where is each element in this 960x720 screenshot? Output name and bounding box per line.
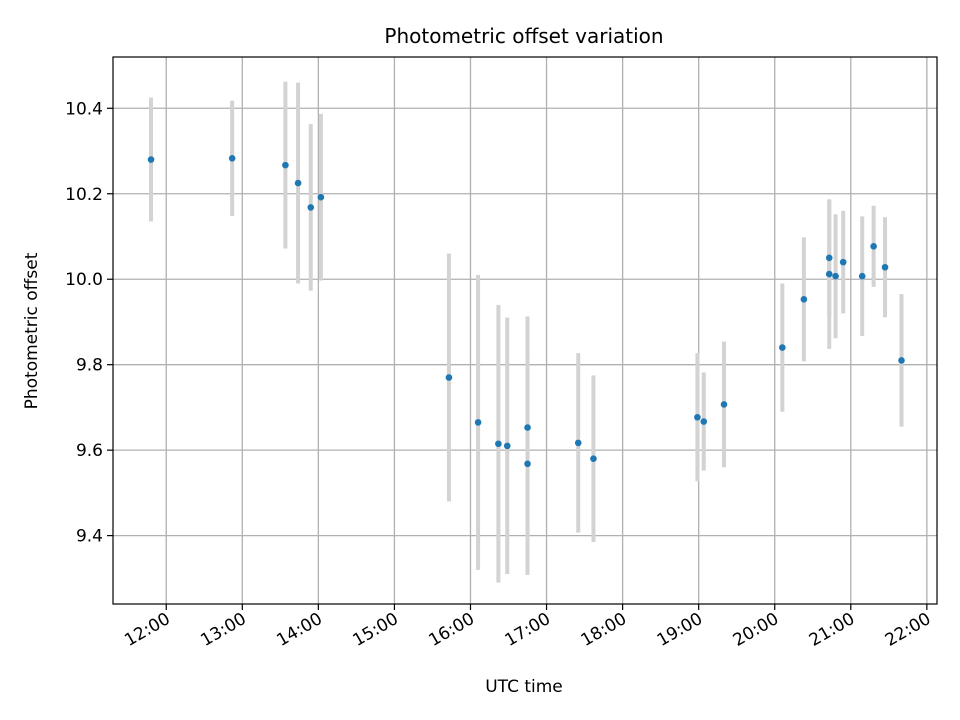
- data-point: [495, 440, 502, 448]
- x-axis-label: UTC time: [485, 677, 563, 697]
- x-tick-label: 12:00: [121, 609, 173, 651]
- y-tick-label: 10.0: [65, 270, 103, 290]
- y-tick-label: 9.6: [76, 441, 103, 461]
- data-point: [881, 263, 889, 271]
- plot-area-frame: [112, 56, 938, 605]
- error-bars: [149, 81, 904, 583]
- y-tick-label: 9.8: [76, 356, 103, 376]
- data-point: [307, 204, 315, 211]
- x-tick-label: 19:00: [654, 609, 706, 651]
- data-point: [445, 374, 453, 381]
- y-tick-label: 9.4: [76, 527, 103, 547]
- y-tick-label: 10.4: [65, 99, 103, 119]
- data-point: [574, 439, 582, 447]
- data-point: [832, 272, 839, 280]
- data-point: [720, 401, 728, 408]
- data-point: [147, 156, 155, 163]
- x-tick-label: 13:00: [197, 609, 249, 651]
- chart-title: Photometric offset variation: [384, 24, 663, 48]
- x-tick-label: 21:00: [806, 609, 858, 651]
- data-point: [282, 161, 289, 169]
- data-point: [800, 296, 808, 303]
- x-tick-label: 14:00: [273, 609, 325, 651]
- data-point: [524, 460, 531, 468]
- x-tick-label: 16:00: [426, 609, 478, 651]
- x-axis-ticks: 12:00 13:00 14:00 15:00 16:00 17:00 18:00 19:00…: [121, 604, 934, 651]
- x-tick-label: 22:00: [882, 609, 934, 651]
- data-point: [694, 413, 701, 421]
- data-point: [779, 344, 786, 351]
- data-point: [898, 357, 905, 364]
- data-point: [870, 243, 877, 250]
- data-points: [147, 154, 905, 468]
- data-point: [825, 254, 833, 262]
- data-point: [474, 419, 482, 426]
- x-tick-label: 18:00: [578, 609, 630, 651]
- data-point: [858, 272, 866, 280]
- data-point: [317, 193, 325, 201]
- y-axis-ticks: 9.4 9.6 9.8 10.0 10.2 10.4: [65, 99, 113, 547]
- x-tick-label: 17:00: [502, 609, 554, 651]
- data-point: [294, 179, 302, 187]
- y-tick-label: 10.2: [65, 185, 103, 205]
- data-point: [524, 424, 531, 431]
- data-point: [700, 418, 708, 425]
- data-point: [839, 258, 847, 266]
- data-point: [503, 442, 511, 450]
- data-point: [228, 154, 236, 162]
- data-point: [825, 270, 833, 278]
- data-point: [590, 455, 597, 463]
- x-tick-label: 15:00: [349, 609, 401, 651]
- grid: [113, 57, 937, 604]
- x-tick-label: 20:00: [730, 609, 782, 651]
- y-axis-label: Photometric offset: [22, 252, 42, 409]
